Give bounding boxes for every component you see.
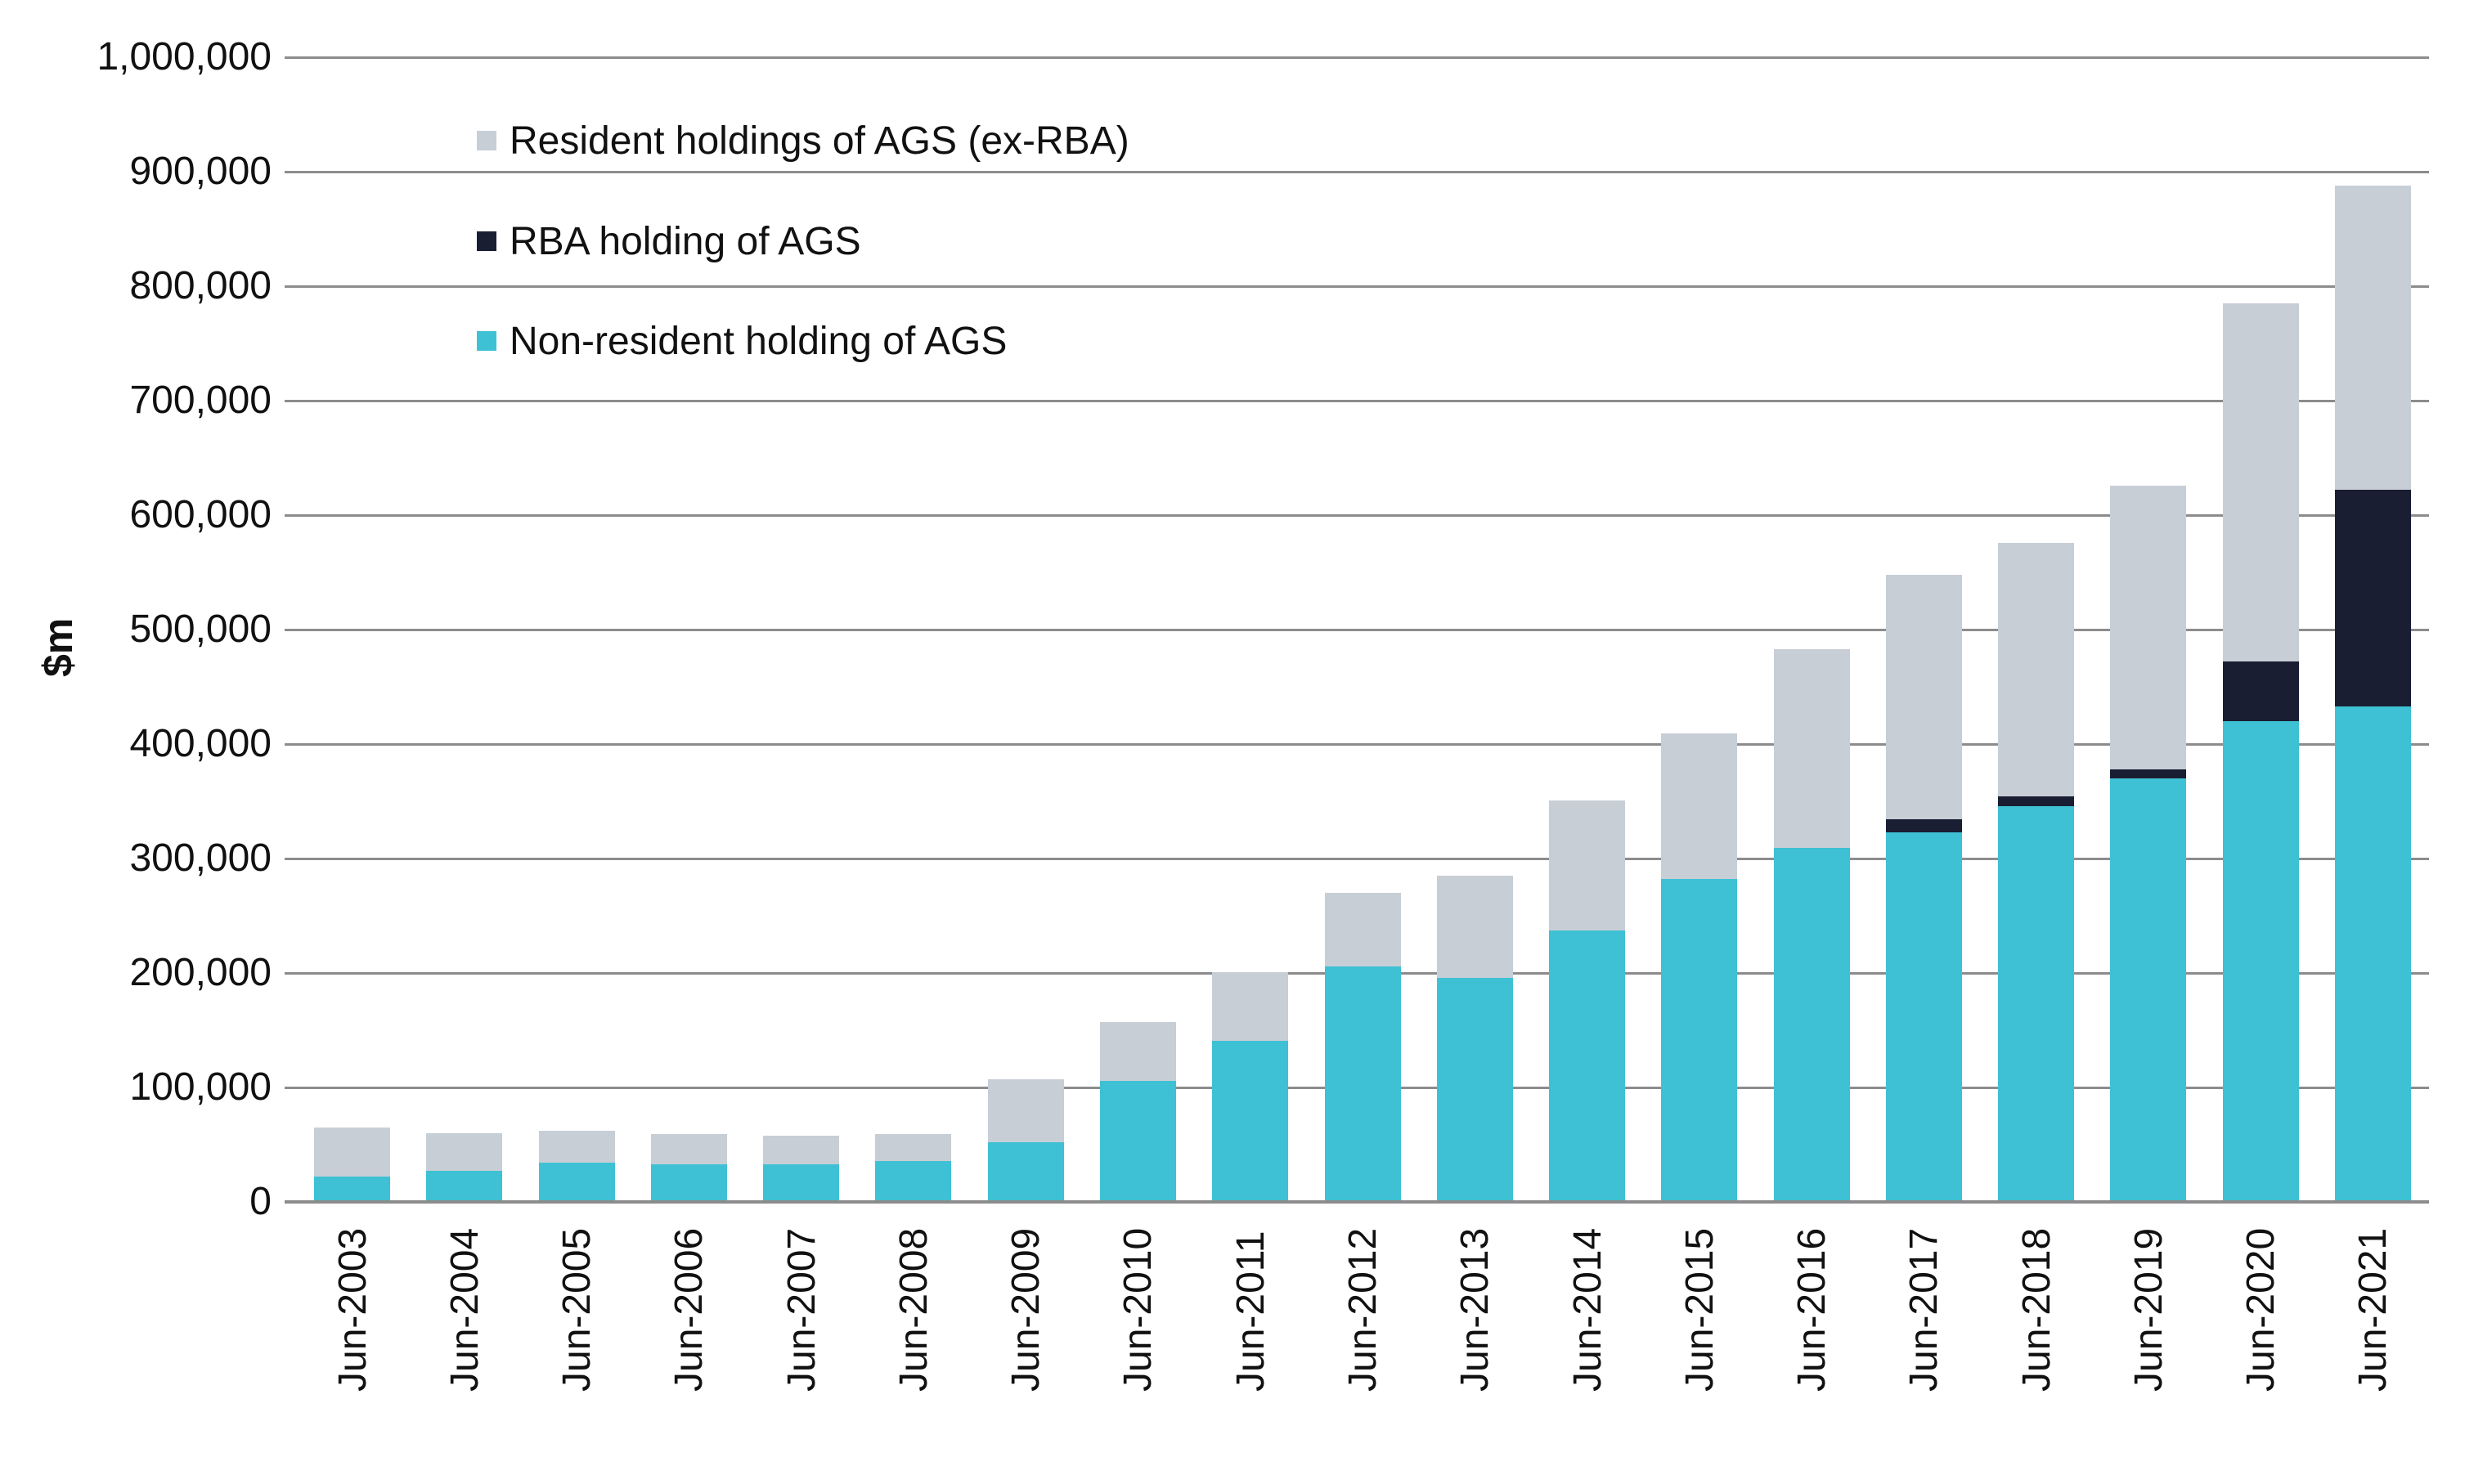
x-tick-label: Jun-2015 [1677, 1227, 1722, 1392]
x-tick-label: Jun-2017 [1902, 1227, 1946, 1392]
bar-segment [875, 1134, 952, 1161]
bar-segment [1885, 819, 1962, 832]
bar-segment [2110, 769, 2187, 778]
bar-segment [426, 1171, 503, 1202]
x-tick-label: Jun-2019 [2126, 1227, 2171, 1392]
bar-segment [1885, 832, 1962, 1202]
x-tick-label: Jun-2014 [1565, 1227, 1610, 1392]
y-tick-label: 200,000 [129, 951, 272, 994]
x-tick-label: Jun-2004 [442, 1227, 487, 1392]
bar-segment [1549, 800, 1626, 931]
legend-swatch-resident-icon [477, 131, 496, 150]
x-tick-label: Jun-2018 [2014, 1227, 2059, 1392]
bar-segment [1099, 1080, 1176, 1202]
legend-item-resident-holdings: Resident holdings of AGS (ex-RBA) [477, 119, 1129, 163]
legend-item-rba-holding: RBA holding of AGS [477, 219, 861, 263]
bar-segment [875, 1160, 952, 1202]
x-tick-label: Jun-2007 [779, 1227, 824, 1392]
gridline [285, 400, 2429, 402]
bar-segment [538, 1163, 615, 1202]
x-tick-label: Jun-2012 [1341, 1227, 1385, 1392]
legend-label-rba: RBA holding of AGS [510, 219, 861, 263]
x-tick-label: Jun-2016 [1790, 1227, 1834, 1392]
x-tick-label: Jun-2010 [1116, 1227, 1161, 1392]
bar-segment [1661, 879, 1738, 1202]
bar-segment [1885, 574, 1962, 820]
bar-segment [650, 1163, 727, 1202]
legend-item-non-resident-holding: Non-resident holding of AGS [477, 319, 1008, 363]
legend-label-resident: Resident holdings of AGS (ex-RBA) [510, 119, 1129, 163]
y-tick-label: 300,000 [129, 836, 272, 880]
bar-segment [1773, 648, 1850, 849]
bar-segment [314, 1177, 391, 1202]
bar-segment [314, 1128, 391, 1177]
y-tick-label: 900,000 [129, 150, 272, 193]
bar-segment [1099, 1022, 1176, 1081]
bar-segment [763, 1135, 840, 1164]
plot-area [285, 56, 2429, 1204]
x-axis-line [285, 1200, 2429, 1204]
bar-segment [987, 1079, 1064, 1143]
x-tick-label: Jun-2020 [2239, 1227, 2283, 1392]
y-tick-label: 500,000 [129, 607, 272, 651]
bar-segment [650, 1134, 727, 1164]
bar-segment [2222, 721, 2299, 1202]
y-tick-label: 1,000,000 [97, 35, 272, 78]
gridline [285, 743, 2429, 746]
bar-segment [1773, 848, 1850, 1202]
y-tick-label: 0 [249, 1180, 272, 1223]
legend-label-non-resident: Non-resident holding of AGS [510, 319, 1008, 363]
x-tick-label: Jun-2021 [2351, 1227, 2395, 1392]
bar-segment [1324, 966, 1401, 1202]
bar-segment [1549, 930, 1626, 1202]
bar-segment [2222, 303, 2299, 662]
bar-segment [1661, 733, 1738, 880]
bar-segment [763, 1163, 840, 1202]
y-tick-label: 400,000 [129, 722, 272, 765]
x-tick-label: Jun-2005 [555, 1227, 599, 1392]
legend-swatch-rba-icon [477, 231, 496, 251]
bar-segment [1998, 805, 2075, 1202]
bar-segment [2334, 490, 2411, 706]
y-tick-label: 600,000 [129, 493, 272, 536]
bar-segment [2334, 706, 2411, 1202]
x-tick-label: Jun-2006 [667, 1227, 712, 1392]
bar-segment [1324, 893, 1401, 966]
bar-segment [987, 1142, 1064, 1202]
bar-segment [1998, 796, 2075, 806]
gridline [285, 171, 2429, 173]
x-tick-label: Jun-2009 [1004, 1227, 1048, 1392]
x-tick-label: Jun-2011 [1228, 1231, 1273, 1392]
y-tick-label: 700,000 [129, 379, 272, 422]
bar-segment [538, 1131, 615, 1163]
gridline [285, 514, 2429, 517]
gridline [285, 629, 2429, 631]
bar-segment [2222, 661, 2299, 721]
bar-segment [1436, 876, 1513, 978]
gridline [285, 56, 2429, 59]
bar-segment [1212, 1040, 1289, 1202]
x-tick-label: Jun-2013 [1453, 1227, 1497, 1392]
bar-segment [2334, 185, 2411, 491]
gridline [285, 285, 2429, 288]
y-tick-label: 100,000 [129, 1065, 272, 1109]
y-tick-label: 800,000 [129, 264, 272, 307]
bar-segment [1212, 971, 1289, 1041]
bar-segment [1436, 977, 1513, 1202]
bar-segment [1998, 542, 2075, 797]
bar-segment [426, 1133, 503, 1172]
x-tick-label: Jun-2003 [330, 1227, 375, 1392]
x-tick-label: Jun-2008 [891, 1227, 936, 1392]
bar-segment [2110, 778, 2187, 1202]
bar-segment [2110, 485, 2187, 769]
gridline [285, 858, 2429, 860]
legend-swatch-non-resident-icon [477, 331, 496, 351]
